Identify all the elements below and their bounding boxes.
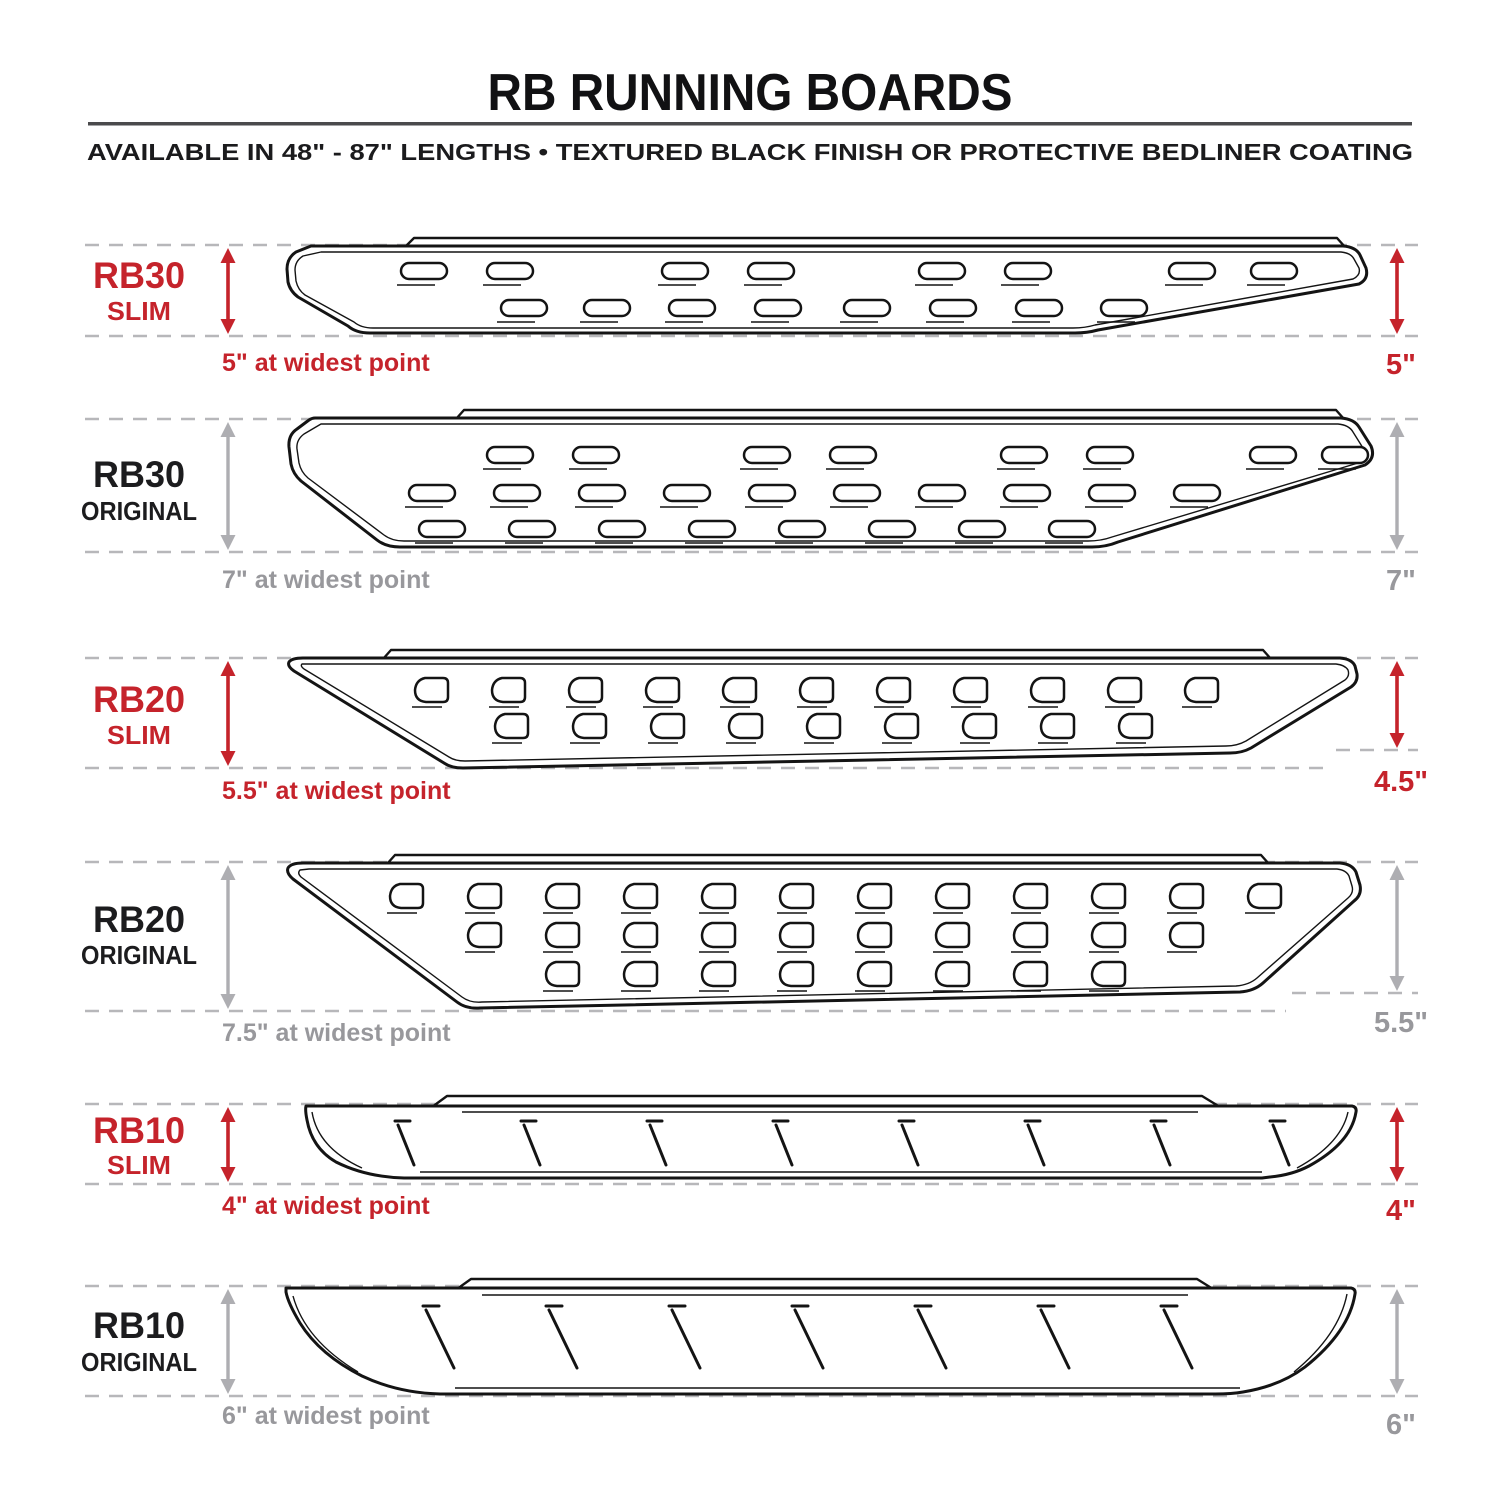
page-subtitle: AVAILABLE IN 48" - 87" LENGTHS • TEXTURE… [87, 139, 1413, 165]
board-inner-line [1293, 1293, 1348, 1373]
tread-slots-rb20-slim [412, 676, 1220, 744]
right-width-label: 7" [1386, 565, 1416, 597]
width-note: 5.5" at widest point [222, 777, 451, 805]
width-arrow-right [1389, 865, 1405, 991]
model-label: RB10 [93, 1110, 185, 1151]
width-arrow-left [220, 422, 236, 550]
width-note: 7" at widest point [222, 566, 430, 594]
board-inner-line [300, 663, 1350, 762]
variant-label: ORIGINAL [81, 496, 197, 526]
row-rb20-original: RB20 ORIGINAL 7.5" at widest point 5.5" [81, 853, 1428, 1047]
tread-slots-rb20-original [387, 882, 1283, 992]
variant-label: SLIM [107, 720, 171, 750]
model-label: RB20 [93, 679, 185, 720]
variant-label: ORIGINAL [81, 1347, 197, 1377]
right-width-label: 5" [1386, 349, 1416, 381]
width-arrow-right [1389, 422, 1405, 550]
board-inner-line [1296, 1111, 1349, 1169]
width-note: 4" at widest point [222, 1192, 430, 1220]
width-arrow-left [220, 1107, 236, 1182]
board-outline-rb30-slim [285, 244, 1369, 335]
width-arrow-right [1389, 661, 1405, 748]
board-inner-line [292, 1295, 359, 1373]
variant-label: SLIM [107, 296, 171, 326]
row-rb20-slim: RB20 SLIM 5.5" at widest point 4.5" [85, 648, 1428, 805]
width-note: 6" at widest point [222, 1402, 430, 1430]
board-inner-line [296, 423, 1365, 542]
board-outline-rb10-original [284, 1286, 1357, 1396]
model-label: RB20 [93, 899, 185, 940]
model-label: RB30 [93, 255, 185, 296]
right-width-label: 4" [1386, 1195, 1416, 1227]
width-arrow-right [1389, 1107, 1405, 1182]
row-rb30-original: RB30 ORIGINAL 7" at widest point 7" [81, 408, 1418, 597]
width-arrow-left [220, 1289, 236, 1394]
right-width-label: 5.5" [1374, 1007, 1428, 1039]
model-label: RB10 [93, 1305, 185, 1346]
width-arrow-right [1389, 248, 1405, 334]
width-arrow-left [220, 248, 236, 334]
width-arrow-left [220, 661, 236, 766]
variant-label: SLIM [107, 1150, 171, 1180]
board-outline-rb10-slim [304, 1104, 1358, 1180]
right-width-label: 4.5" [1374, 766, 1428, 798]
page-title: RB RUNNING BOARDS [488, 64, 1013, 122]
right-width-label: 6" [1386, 1409, 1416, 1441]
tread-slots-rb30-original [405, 445, 1370, 544]
tread-hashes-rb10-slim [393, 1119, 1291, 1167]
width-note: 7.5" at widest point [222, 1019, 451, 1047]
board-inner-line [311, 1111, 363, 1169]
width-arrow-left [220, 865, 236, 1009]
row-rb10-slim: RB10 SLIM 4" at widest point 4" [85, 1094, 1418, 1227]
width-note: 5" at widest point [222, 349, 430, 377]
tread-slots-rb30-slim [397, 261, 1299, 323]
model-label: RB30 [93, 454, 185, 495]
tread-hashes-rb10-original [421, 1304, 1194, 1370]
row-rb30-slim: RB30 SLIM 5" at widest point 5" [85, 236, 1418, 381]
row-rb10-original: RB10 ORIGINAL 6" at widest point 6" [81, 1277, 1418, 1441]
width-arrow-right [1389, 1289, 1405, 1394]
header-divider [88, 122, 1412, 126]
variant-label: ORIGINAL [81, 940, 197, 970]
board-inner-line [298, 868, 1354, 1003]
board-inner-line [294, 251, 1361, 329]
